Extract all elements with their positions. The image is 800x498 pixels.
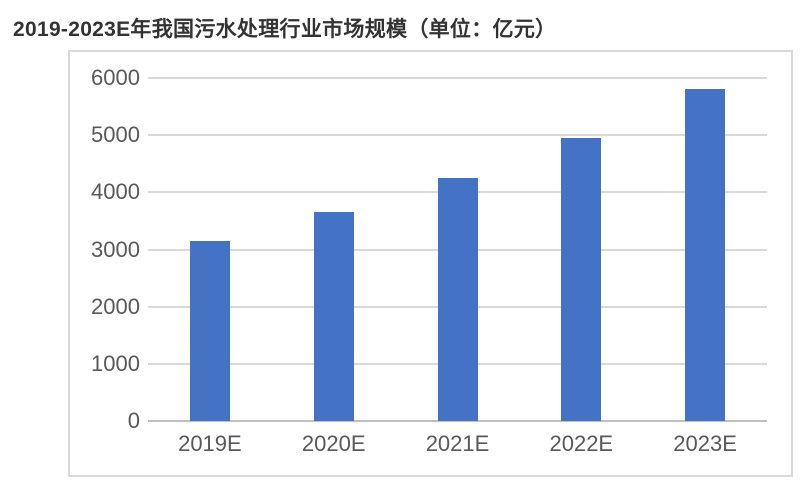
- bar-2021e: [437, 178, 478, 421]
- x-axis-tick-label: 2023E: [673, 431, 737, 456]
- bar-2019e: [189, 240, 230, 421]
- x-axis-tick-label: 2019E: [178, 431, 242, 456]
- x-axis-tick-label: 2020E: [301, 431, 366, 456]
- x-axis-tick-label: 2022E: [549, 431, 614, 456]
- chart-title: 2019-2023E年我国污水处理行业市场规模（单位：亿元）: [13, 18, 557, 41]
- y-axis-tick-label: 4000: [91, 179, 140, 205]
- y-axis-tick-label: 1000: [91, 350, 140, 376]
- y-axis-tick-label: 0: [127, 408, 140, 433]
- chart-frame: 0 1000 2000 3000 4000 5000 6000 2019E 2020E 2021E…: [68, 50, 793, 477]
- x-axis-tick-label: 2021E: [425, 431, 490, 456]
- y-axis-tick-label: 3000: [91, 236, 140, 262]
- plot-area: [148, 77, 767, 422]
- gridline: [148, 77, 767, 79]
- bar-2023e: [685, 89, 726, 421]
- y-axis-tick-label: 2000: [91, 293, 140, 319]
- bar-2020e: [313, 212, 354, 421]
- y-axis-tick-label: 5000: [91, 122, 140, 148]
- bar-2022e: [561, 138, 602, 421]
- y-axis-tick-label: 6000: [91, 65, 140, 90]
- x-axis-line: [148, 420, 767, 422]
- gridline: [148, 134, 767, 137]
